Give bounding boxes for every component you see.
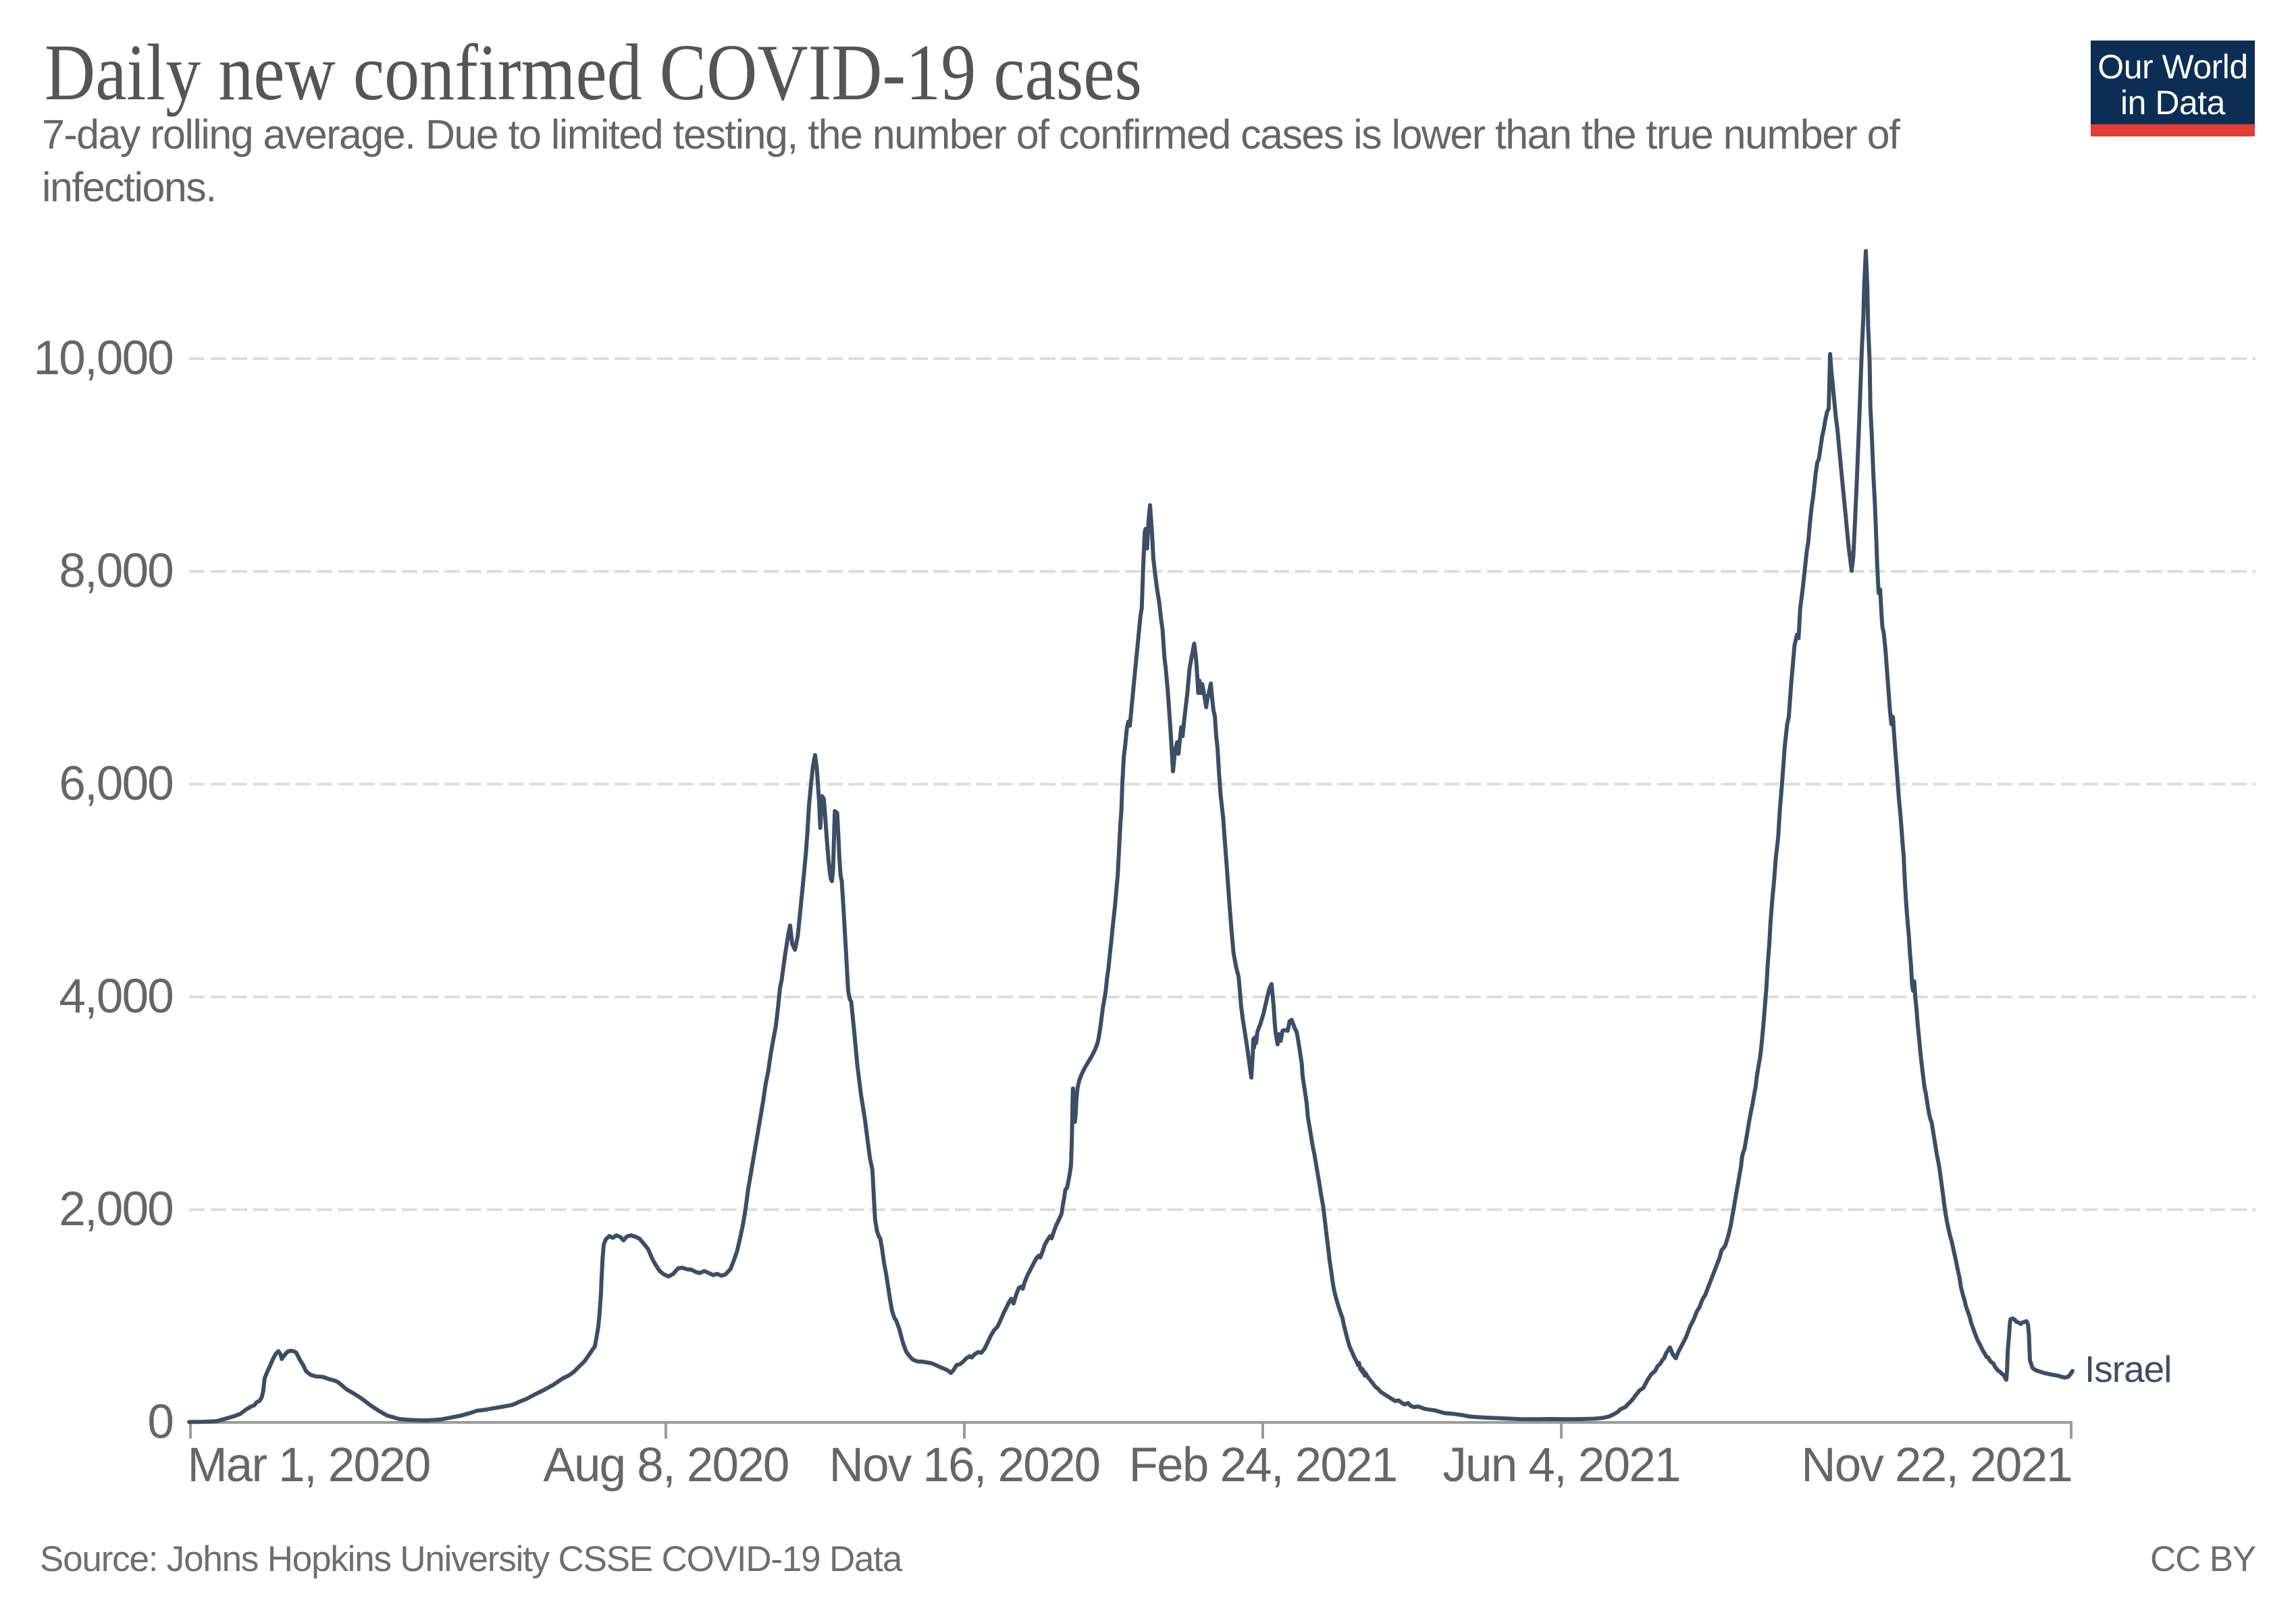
svg-text:Nov 22, 2021: Nov 22, 2021: [1801, 1439, 2072, 1492]
svg-text:Jun 4, 2021: Jun 4, 2021: [1442, 1439, 1679, 1492]
svg-text:Nov 16, 2020: Nov 16, 2020: [829, 1439, 1100, 1492]
svg-text:6,000: 6,000: [59, 757, 173, 810]
svg-text:10,000: 10,000: [34, 332, 173, 385]
svg-text:Feb 24, 2021: Feb 24, 2021: [1129, 1439, 1397, 1492]
svg-text:Mar 1, 2020: Mar 1, 2020: [187, 1439, 429, 1492]
svg-text:4,000: 4,000: [59, 970, 173, 1023]
svg-text:0: 0: [147, 1395, 173, 1449]
svg-text:2,000: 2,000: [59, 1183, 173, 1236]
svg-text:8,000: 8,000: [59, 544, 173, 598]
svg-text:Aug 8, 2020: Aug 8, 2020: [543, 1439, 788, 1492]
